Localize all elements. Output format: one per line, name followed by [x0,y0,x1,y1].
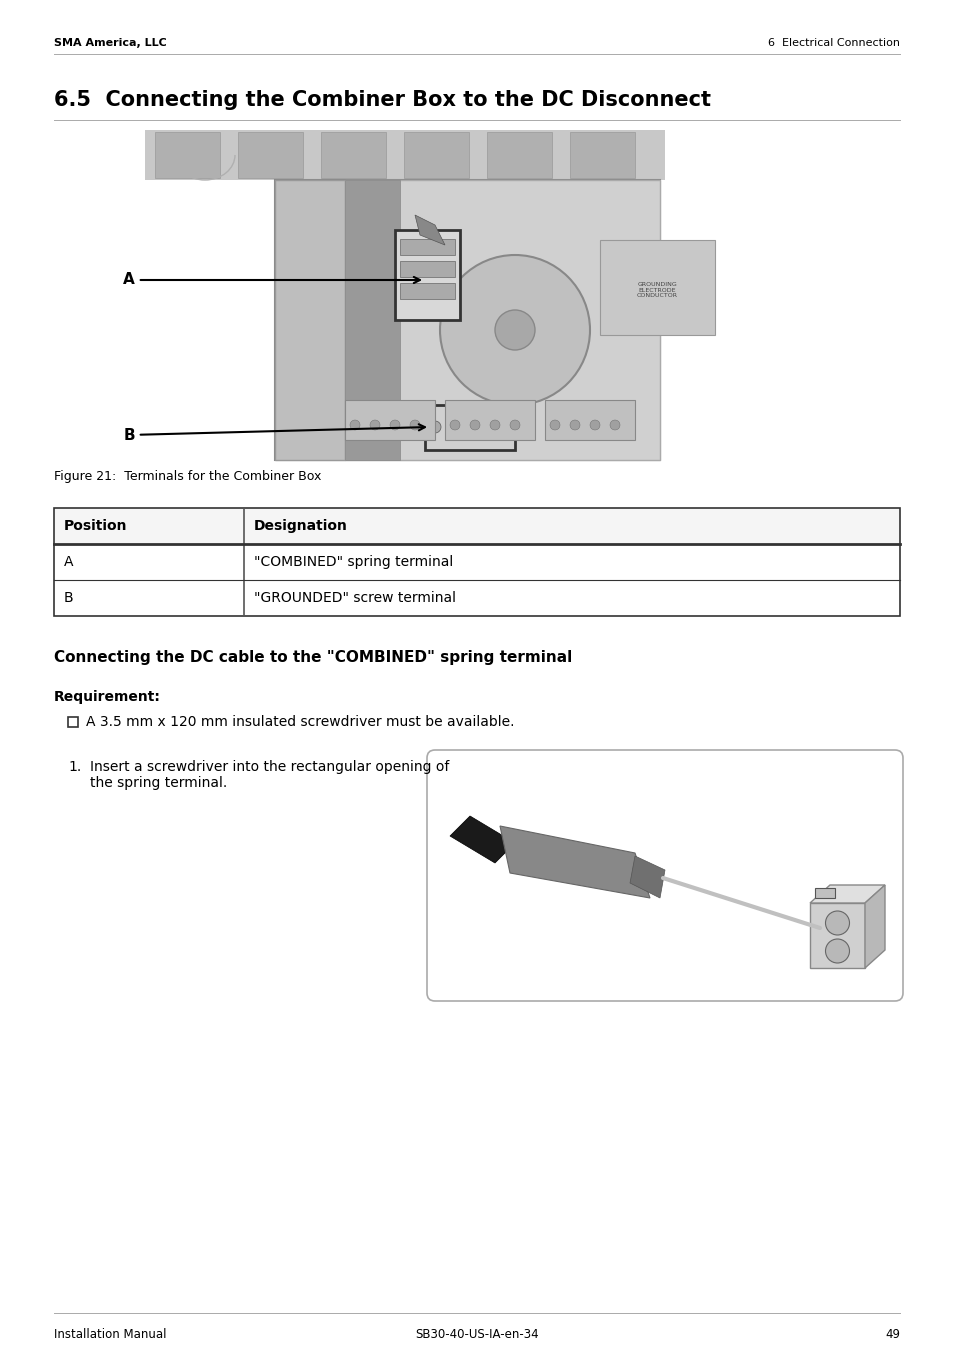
Text: 49: 49 [884,1328,899,1341]
Text: A: A [123,273,419,288]
Text: SMA America, LLC: SMA America, LLC [54,38,167,49]
Polygon shape [450,817,515,863]
Bar [403,132,469,178]
Bar [569,132,635,178]
Bar [345,180,399,460]
Text: B: B [123,425,424,442]
Bar [599,241,714,335]
Circle shape [469,420,480,433]
Circle shape [609,420,619,430]
Circle shape [470,420,479,430]
Polygon shape [499,826,649,898]
Bar [237,132,303,178]
Text: Connecting the DC cable to the "COMBINED" spring terminal: Connecting the DC cable to the "COMBINED… [54,650,572,665]
Polygon shape [629,856,664,898]
Bar [54,508,899,544]
Text: Installation Manual: Installation Manual [54,1328,167,1341]
Bar [274,180,659,460]
Circle shape [410,420,419,430]
Text: SB30-40-US-IA-en-34: SB30-40-US-IA-en-34 [415,1328,538,1341]
Circle shape [370,420,379,430]
Circle shape [589,420,599,430]
Circle shape [550,420,559,430]
Circle shape [429,420,440,433]
Circle shape [569,420,579,430]
Text: A 3.5 mm x 120 mm insulated screwdriver must be available.: A 3.5 mm x 120 mm insulated screwdriver … [86,715,514,729]
Bar [486,132,552,178]
Bar [399,283,455,299]
Circle shape [490,420,499,430]
Bar [154,132,220,178]
Text: B: B [64,591,73,604]
Text: GROUNDING
ELECTRODE
CONDUCTOR: GROUNDING ELECTRODE CONDUCTOR [637,281,678,299]
Text: A: A [64,556,73,569]
Bar [68,717,78,727]
Bar [809,903,864,968]
Polygon shape [415,215,444,245]
Bar [544,400,635,439]
Text: 1.: 1. [68,760,81,773]
Polygon shape [864,886,884,968]
Bar [54,544,899,580]
Circle shape [824,940,848,963]
Text: 6.5  Connecting the Combiner Box to the DC Disconnect: 6.5 Connecting the Combiner Box to the D… [54,91,710,110]
Text: "GROUNDED" screw terminal: "GROUNDED" screw terminal [253,591,456,604]
Circle shape [439,256,589,406]
Text: Requirement:: Requirement: [54,690,161,704]
Text: 6  Electrical Connection: 6 Electrical Connection [767,38,899,49]
Bar [444,400,535,439]
Text: Position: Position [64,519,128,533]
Bar [54,580,899,617]
Bar [320,132,386,178]
Bar [424,406,515,450]
Bar [395,230,459,320]
Bar [399,239,455,256]
Bar [814,888,834,898]
Bar [274,180,345,460]
Bar [54,508,899,617]
Bar [399,261,455,277]
FancyBboxPatch shape [427,750,902,1000]
Circle shape [390,420,399,430]
Polygon shape [809,886,884,903]
Circle shape [449,420,460,433]
Text: Insert a screwdriver into the rectangular opening of
the spring terminal.: Insert a screwdriver into the rectangula… [90,760,449,790]
Text: "COMBINED" spring terminal: "COMBINED" spring terminal [253,556,453,569]
Text: Designation: Designation [253,519,348,533]
Text: Figure 21:  Terminals for the Combiner Box: Figure 21: Terminals for the Combiner Bo… [54,470,321,483]
Circle shape [489,420,500,433]
Bar [345,400,435,439]
Circle shape [824,911,848,936]
Circle shape [495,310,535,350]
Circle shape [350,420,359,430]
Circle shape [510,420,519,430]
Circle shape [450,420,459,430]
Bar [145,130,664,180]
Bar [345,180,659,460]
